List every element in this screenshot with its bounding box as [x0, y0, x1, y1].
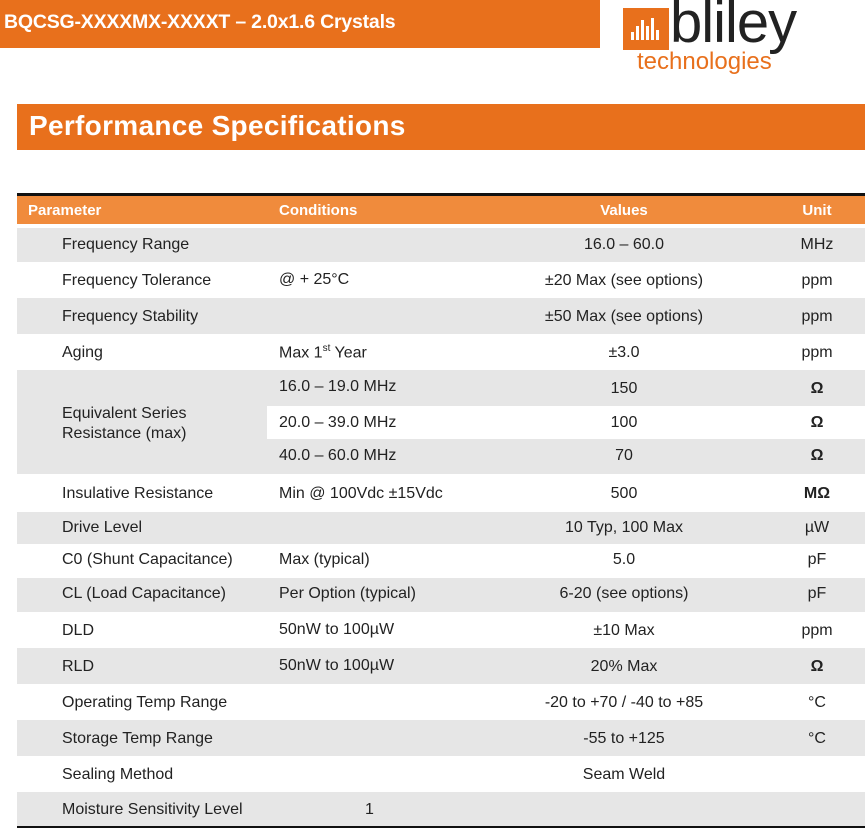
table-row: Sealing Method Seam Weld — [17, 756, 865, 792]
cell-unit: pF — [807, 551, 827, 568]
column-header-unit: Unit — [802, 202, 832, 219]
table-row: Moisture Sensitivity Level 1 — [17, 792, 865, 826]
cell-value: ±20 Max (see options) — [544, 272, 704, 289]
table-row: Aging Max 1st Year ±3.0 ppm — [17, 334, 865, 370]
table-row: Frequency Stability ±50 Max (see options… — [17, 298, 865, 334]
cell-value: ±50 Max (see options) — [544, 308, 704, 325]
cell-unit: ppm — [801, 344, 833, 361]
cell-unit: MHz — [800, 236, 834, 253]
company-logo: bliley technologies — [620, 0, 860, 80]
cell-parameter-esr: Equivalent Series Resistance (max) — [62, 404, 187, 444]
cell-unit: µW — [804, 519, 830, 536]
cell-conditions: 50nW to 100µW — [279, 657, 395, 674]
esr-param-line-2: Resistance (max) — [62, 425, 187, 442]
esr-subrow: 20.0 – 39.0 MHz 100 Ω — [17, 406, 865, 439]
cell-value: 20% Max — [590, 658, 658, 675]
cell-unit: Ω — [810, 380, 824, 397]
cell-conditions: 16.0 – 19.0 MHz — [279, 378, 397, 395]
cell-value: 6-20 (see options) — [559, 585, 689, 602]
logo-waveform-icon — [623, 8, 669, 50]
cell-unit: Ω — [810, 447, 824, 464]
logo-wordmark: bliley — [670, 0, 797, 55]
table-header-row: Parameter Conditions Values Unit — [17, 196, 865, 224]
cell-conditions: Min @ 100Vdc ±15Vdc — [279, 485, 443, 502]
cell-unit: MΩ — [803, 485, 831, 502]
table-row: CL (Load Capacitance) Per Option (typica… — [17, 578, 865, 612]
esr-subrow-highlight — [267, 406, 865, 439]
cell-parameter: Insulative Resistance — [62, 485, 214, 502]
cell-parameter: RLD — [62, 658, 95, 675]
cell-value: 500 — [610, 485, 638, 502]
cell-conditions-superscript: st — [322, 343, 331, 354]
table-top-rule — [17, 193, 865, 196]
column-header-conditions: Conditions — [279, 202, 358, 219]
document-title-bar: BQCSG-XXXXMX-XXXXT – 2.0x1.6 Crystals — [0, 0, 600, 48]
table-row-group-esr: Equivalent Series Resistance (max) 16.0 … — [17, 370, 865, 474]
cell-value: ±10 Max — [593, 622, 655, 639]
cell-parameter: Aging — [62, 344, 103, 361]
cell-conditions-text-after: Year — [330, 344, 367, 362]
cell-parameter: Drive Level — [62, 519, 143, 536]
cell-value: 100 — [610, 414, 638, 431]
table-row: DLD 50nW to 100µW ±10 Max ppm — [17, 612, 865, 648]
logo-subtitle: technologies — [637, 48, 772, 75]
table-row: Storage Temp Range -55 to +125 °C — [17, 720, 865, 756]
cell-conditions: 1 — [365, 801, 374, 818]
cell-conditions: 40.0 – 60.0 MHz — [279, 447, 397, 464]
cell-value: 150 — [610, 380, 638, 397]
cell-parameter: Frequency Tolerance — [62, 272, 212, 289]
cell-unit: Ω — [810, 414, 824, 431]
table-row: Insulative Resistance Min @ 100Vdc ±15Vd… — [17, 474, 865, 512]
table-row: Frequency Tolerance @ + 25°C ±20 Max (se… — [17, 262, 865, 298]
cell-unit: Ω — [810, 658, 824, 675]
table-row: Drive Level 10 Typ, 100 Max µW — [17, 512, 865, 544]
esr-subrow: 40.0 – 60.0 MHz 70 Ω — [17, 439, 865, 474]
cell-value: ±3.0 — [608, 344, 640, 361]
cell-conditions: Max 1st Year — [279, 343, 367, 362]
cell-value: 70 — [615, 447, 633, 464]
cell-unit: °C — [808, 730, 826, 747]
cell-unit: ppm — [801, 622, 833, 639]
esr-param-line-1: Equivalent Series — [62, 405, 187, 422]
document-title: BQCSG-XXXXMX-XXXXT – 2.0x1.6 Crystals — [4, 11, 396, 33]
cell-value: -20 to +70 / -40 to +85 — [544, 694, 704, 711]
cell-conditions: 50nW to 100µW — [279, 621, 395, 638]
cell-unit: °C — [808, 694, 826, 711]
table-row: RLD 50nW to 100µW 20% Max Ω — [17, 648, 865, 684]
cell-parameter: C0 (Shunt Capacitance) — [62, 551, 233, 568]
cell-conditions: Per Option (typical) — [279, 585, 416, 602]
table-row: Operating Temp Range -20 to +70 / -40 to… — [17, 684, 865, 720]
cell-unit: ppm — [801, 272, 833, 289]
cell-value: Seam Weld — [582, 766, 666, 783]
cell-unit: ppm — [801, 308, 833, 325]
esr-subrow: 16.0 – 19.0 MHz 150 Ω — [17, 370, 865, 406]
cell-value: 16.0 – 60.0 — [583, 236, 665, 253]
cell-parameter: Storage Temp Range — [62, 730, 213, 747]
column-header-parameter: Parameter — [28, 202, 102, 219]
cell-parameter: Operating Temp Range — [62, 694, 228, 711]
cell-parameter: CL (Load Capacitance) — [62, 585, 226, 602]
column-header-values: Values — [600, 202, 648, 219]
cell-parameter: DLD — [62, 622, 95, 639]
cell-conditions: 20.0 – 39.0 MHz — [279, 414, 397, 431]
section-heading-bar: Performance Specifications — [17, 104, 865, 150]
cell-conditions-text: Max 1 — [279, 344, 323, 362]
table-row: Frequency Range 16.0 – 60.0 MHz — [17, 228, 865, 262]
cell-conditions: @ + 25°C — [279, 271, 350, 288]
cell-parameter: Frequency Range — [62, 236, 190, 253]
table-bottom-rule — [17, 826, 865, 828]
cell-value: 10 Typ, 100 Max — [565, 519, 683, 536]
cell-value: 5.0 — [612, 551, 636, 568]
cell-parameter: Frequency Stability — [62, 308, 199, 325]
cell-parameter: Sealing Method — [62, 766, 174, 783]
section-title: Performance Specifications — [29, 110, 406, 141]
table-row: C0 (Shunt Capacitance) Max (typical) 5.0… — [17, 544, 865, 578]
cell-value: -55 to +125 — [583, 730, 665, 747]
cell-conditions: Max (typical) — [279, 551, 370, 568]
cell-parameter: Moisture Sensitivity Level — [62, 801, 243, 818]
cell-unit: pF — [807, 585, 827, 602]
